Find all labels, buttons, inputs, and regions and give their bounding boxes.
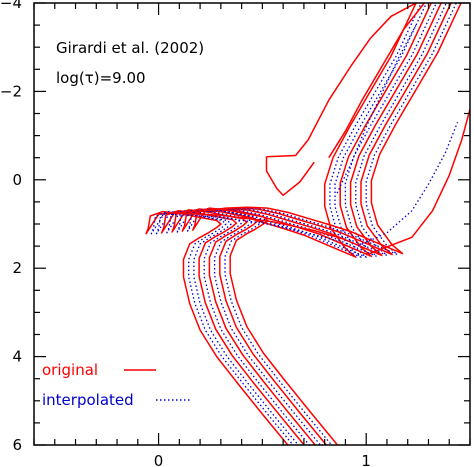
isochrone-interpolated-2 (150, 3, 422, 445)
legend: original interpolated (42, 361, 190, 409)
y-tick-label: 0 (12, 171, 22, 189)
plot-background (34, 3, 470, 445)
y-tick-label: 2 (12, 259, 22, 277)
isochrone-original-10 (192, 3, 462, 445)
x-tick-label: 1 (361, 452, 371, 467)
isochrone-original-8 (181, 3, 452, 445)
y-tick-label: −2 (0, 82, 22, 100)
annotation-age: log(τ)=9.00 (56, 69, 146, 87)
tracks-layer (145, 3, 470, 445)
legend-label-interpolated: interpolated (42, 391, 134, 409)
branch-original-3 (328, 3, 425, 159)
y-tick-label: 6 (12, 436, 22, 454)
legend-label-original: original (42, 361, 98, 379)
branch-original-4 (365, 108, 470, 256)
branch-interpolated-5 (336, 24, 417, 194)
branch-original-2 (265, 156, 315, 197)
isochrone-original-6 (171, 3, 442, 445)
isochrone-original-1 (145, 3, 417, 445)
y-tick-label: −4 (0, 0, 22, 12)
plot-frame (33, 2, 471, 446)
branch-interpolated-6 (357, 122, 459, 247)
branch-original-1 (266, 3, 418, 158)
annotation-reference: Girardi et al. (2002) (56, 39, 204, 57)
branch-original-7 (166, 211, 346, 241)
x-tick-label: 0 (154, 452, 164, 467)
y-tick-label: 4 (12, 348, 22, 366)
